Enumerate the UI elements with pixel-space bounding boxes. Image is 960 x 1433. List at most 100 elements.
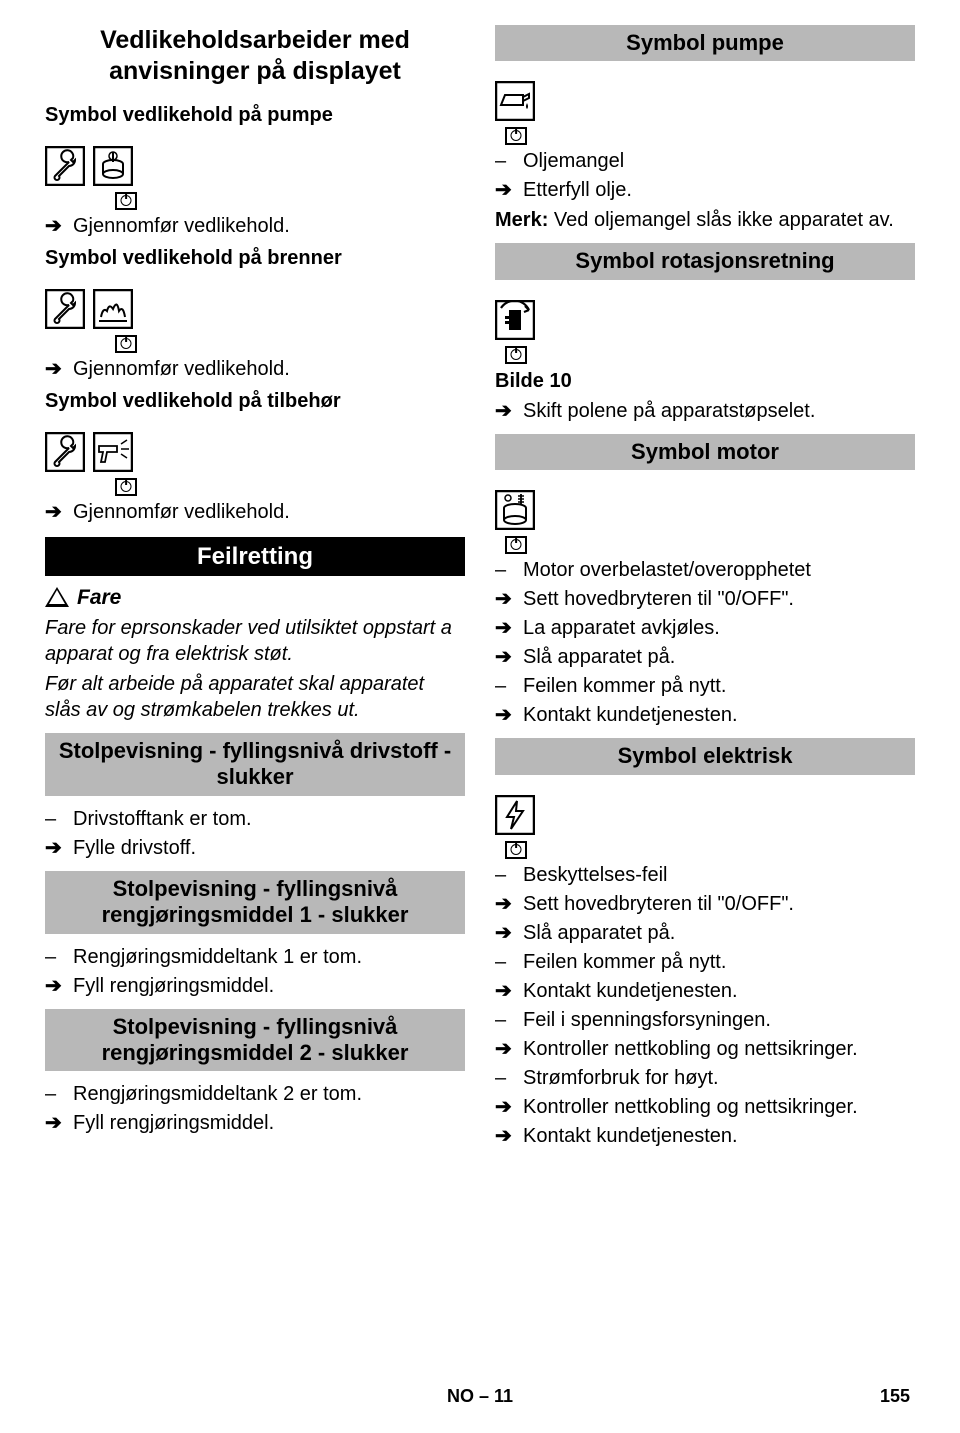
danger-text: Fare for eprsonskader ved utilsiktet opp… bbox=[45, 615, 465, 667]
arrow-icon: ➔ bbox=[45, 356, 63, 382]
arrow-icon: ➔ bbox=[45, 499, 63, 525]
action-text: Skift polene på apparatstøpselet. bbox=[523, 398, 815, 424]
arrow-icon: ➔ bbox=[495, 615, 513, 641]
arrow-icon: ➔ bbox=[45, 835, 63, 861]
gray-heading: Symbol pumpe bbox=[495, 25, 915, 61]
info-text: Motor overbelastet/overopphetet bbox=[523, 557, 811, 583]
sub-burner: Symbol vedlikehold på brenner bbox=[45, 245, 465, 271]
gray-heading: Stolpevisning - fyllingsnivå drivstoff -… bbox=[45, 733, 465, 796]
wrench-icon bbox=[45, 289, 85, 329]
arrow-icon: ➔ bbox=[495, 1123, 513, 1149]
gray-heading: Symbol elektrisk bbox=[495, 738, 915, 774]
dash-icon: – bbox=[495, 949, 513, 975]
arrow-icon: ➔ bbox=[495, 1094, 513, 1120]
pump-icon bbox=[93, 146, 133, 186]
info-text: Rengjøringsmiddeltank 1 er tom. bbox=[73, 944, 362, 970]
action-text: Sett hovedbryteren til "0/OFF". bbox=[523, 891, 794, 917]
power-icon bbox=[505, 841, 527, 859]
action-text: Etterfyll olje. bbox=[523, 177, 632, 203]
arrow-icon: ➔ bbox=[495, 891, 513, 917]
wrench-icon bbox=[45, 432, 85, 472]
dash-icon: – bbox=[495, 1065, 513, 1091]
info-text: Feil i spenningsforsyningen. bbox=[523, 1007, 771, 1033]
info-text: Drivstofftank er tom. bbox=[73, 806, 252, 832]
arrow-icon: ➔ bbox=[495, 398, 513, 424]
flame-icon bbox=[93, 289, 133, 329]
gray-heading: Symbol rotasjonsretning bbox=[495, 243, 915, 279]
info-text: Feilen kommer på nytt. bbox=[523, 673, 726, 699]
power-icon bbox=[115, 335, 137, 353]
arrow-icon: ➔ bbox=[45, 1110, 63, 1136]
info-text: Strømforbruk for høyt. bbox=[523, 1065, 719, 1091]
action-text: Gjennomfør vedlikehold. bbox=[73, 213, 290, 239]
dash-icon: – bbox=[495, 673, 513, 699]
heading-troubleshoot: Feilretting bbox=[45, 537, 465, 576]
dash-icon: – bbox=[495, 557, 513, 583]
action-text: Fyll rengjøringsmiddel. bbox=[73, 973, 274, 999]
power-icon bbox=[115, 478, 137, 496]
icons-rotation bbox=[495, 300, 535, 340]
dash-icon: – bbox=[495, 1007, 513, 1033]
oil-can-icon bbox=[495, 81, 535, 121]
arrow-icon: ➔ bbox=[495, 920, 513, 946]
action-text: Slå apparatet på. bbox=[523, 920, 675, 946]
sub-pump: Symbol vedlikehold på pumpe bbox=[45, 102, 465, 128]
action-text: Kontroller nettkobling og nettsikringer. bbox=[523, 1036, 858, 1062]
icons-accessory bbox=[45, 432, 133, 472]
action-text: Kontakt kundetjenesten. bbox=[523, 978, 738, 1004]
arrow-icon: ➔ bbox=[495, 177, 513, 203]
power-icon bbox=[505, 127, 527, 145]
icons-burner bbox=[45, 289, 133, 329]
power-icon bbox=[505, 536, 527, 554]
action-text: Sett hovedbryteren til "0/OFF". bbox=[523, 586, 794, 612]
footer-page: 155 bbox=[880, 1385, 910, 1408]
power-icon bbox=[505, 346, 527, 364]
spray-gun-icon bbox=[93, 432, 133, 472]
info-text: Beskyttelses-feil bbox=[523, 862, 668, 888]
arrow-icon: ➔ bbox=[495, 586, 513, 612]
danger-label: Fare bbox=[77, 584, 121, 611]
motor-icon bbox=[495, 490, 535, 530]
icons-electric bbox=[495, 795, 535, 835]
arrow-icon: ➔ bbox=[45, 213, 63, 239]
action-text: Fylle drivstoff. bbox=[73, 835, 196, 861]
danger-heading: Fare bbox=[45, 584, 465, 611]
rotation-icon bbox=[495, 300, 535, 340]
arrow-icon: ➔ bbox=[495, 644, 513, 670]
info-text: Rengjøringsmiddeltank 2 er tom. bbox=[73, 1081, 362, 1107]
icons-motor bbox=[495, 490, 535, 530]
wrench-icon bbox=[45, 146, 85, 186]
sub-accessory: Symbol vedlikehold på tilbehør bbox=[45, 388, 465, 414]
action-text: Slå apparatet på. bbox=[523, 644, 675, 670]
dash-icon: – bbox=[495, 148, 513, 174]
action-text: Gjennomfør vedlikehold. bbox=[73, 499, 290, 525]
footer-code: NO – 11 bbox=[447, 1385, 513, 1408]
danger-text: Før alt arbeide på apparatet skal appara… bbox=[45, 671, 465, 723]
gray-heading: Symbol motor bbox=[495, 434, 915, 470]
dash-icon: – bbox=[45, 1081, 63, 1107]
dash-icon: – bbox=[45, 806, 63, 832]
gray-heading: Stolpevisning - fyllingsnivå rengjørings… bbox=[45, 871, 465, 934]
arrow-icon: ➔ bbox=[495, 702, 513, 728]
icons-pump bbox=[45, 146, 133, 186]
figure-ref: Bilde 10 bbox=[495, 368, 915, 394]
arrow-icon: ➔ bbox=[45, 973, 63, 999]
arrow-icon: ➔ bbox=[495, 978, 513, 1004]
action-text: Kontroller nettkobling og nettsikringer. bbox=[523, 1094, 858, 1120]
info-text: Feilen kommer på nytt. bbox=[523, 949, 726, 975]
info-text: Oljemangel bbox=[523, 148, 624, 174]
dash-icon: – bbox=[495, 862, 513, 888]
left-title: Vedlikeholdsarbeider med anvisninger på … bbox=[45, 25, 465, 88]
dash-icon: – bbox=[45, 944, 63, 970]
note-text: Merk: Ved oljemangel slås ikke apparatet… bbox=[495, 207, 915, 233]
warning-icon bbox=[45, 587, 69, 607]
power-icon bbox=[115, 192, 137, 210]
action-text: Fyll rengjøringsmiddel. bbox=[73, 1110, 274, 1136]
lightning-icon bbox=[495, 795, 535, 835]
action-text: La apparatet avkjøles. bbox=[523, 615, 720, 641]
action-text: Kontakt kundetjenesten. bbox=[523, 1123, 738, 1149]
action-text: Kontakt kundetjenesten. bbox=[523, 702, 738, 728]
icons-oil bbox=[495, 81, 535, 121]
action-text: Gjennomfør vedlikehold. bbox=[73, 356, 290, 382]
arrow-icon: ➔ bbox=[495, 1036, 513, 1062]
